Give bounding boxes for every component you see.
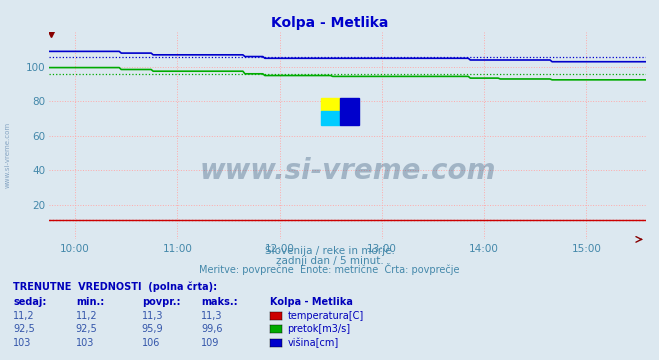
Text: Slovenija / reke in morje.: Slovenija / reke in morje. [264, 246, 395, 256]
Text: 11,2: 11,2 [13, 311, 35, 321]
Bar [321, 98, 340, 111]
Bar [340, 98, 359, 125]
Text: sedaj:: sedaj: [13, 297, 47, 307]
Text: Kolpa - Metlika: Kolpa - Metlika [270, 297, 353, 307]
Bar [321, 111, 340, 125]
Text: 11,3: 11,3 [201, 311, 223, 321]
Text: temperatura[C]: temperatura[C] [287, 311, 364, 321]
Text: min.:: min.: [76, 297, 104, 307]
Text: 106: 106 [142, 338, 160, 348]
Text: Kolpa - Metlika: Kolpa - Metlika [271, 16, 388, 30]
Text: maks.:: maks.: [201, 297, 238, 307]
Text: 92,5: 92,5 [76, 324, 98, 334]
Text: povpr.:: povpr.: [142, 297, 180, 307]
Text: 92,5: 92,5 [13, 324, 35, 334]
Text: 109: 109 [201, 338, 219, 348]
Text: višina[cm]: višina[cm] [287, 338, 339, 348]
Text: www.si-vreme.com: www.si-vreme.com [5, 122, 11, 188]
Text: TRENUTNE  VREDNOSTI  (polna črta):: TRENUTNE VREDNOSTI (polna črta): [13, 281, 217, 292]
Text: 103: 103 [76, 338, 94, 348]
Text: zadnji dan / 5 minut.: zadnji dan / 5 minut. [275, 256, 384, 266]
Text: 11,2: 11,2 [76, 311, 98, 321]
Text: 103: 103 [13, 338, 32, 348]
Text: Meritve: povprečne  Enote: metrične  Črta: povprečje: Meritve: povprečne Enote: metrične Črta:… [199, 263, 460, 275]
Text: www.si-vreme.com: www.si-vreme.com [200, 157, 496, 185]
Text: 99,6: 99,6 [201, 324, 223, 334]
Text: 95,9: 95,9 [142, 324, 163, 334]
Text: 11,3: 11,3 [142, 311, 163, 321]
Text: pretok[m3/s]: pretok[m3/s] [287, 324, 351, 334]
